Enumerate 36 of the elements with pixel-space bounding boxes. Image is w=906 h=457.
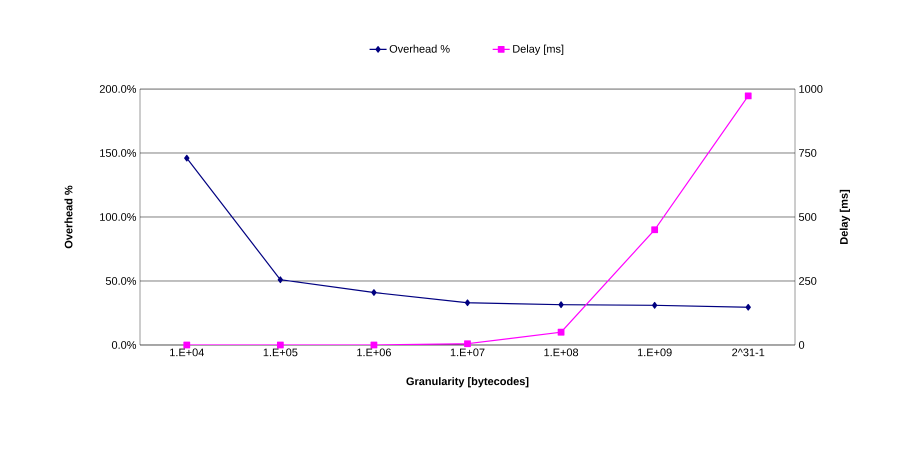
point [558, 328, 564, 336]
y-tick-label: 0.0% [112, 341, 136, 349]
point [183, 342, 190, 348]
y2-tick-label: 500 [798, 213, 816, 221]
legend-label: Delay [ms] [513, 44, 564, 55]
point [464, 299, 470, 306]
y-tick-label: 100.0% [100, 213, 136, 221]
point [652, 302, 658, 309]
x-tick-label: 1.E+07 [450, 348, 484, 356]
point [278, 276, 284, 284]
y2-tick-label: 0 [798, 341, 804, 349]
y-tick-label: 150.0% [100, 149, 136, 157]
y2-tick-label: 750 [799, 149, 816, 157]
y2-axis-title: Delay [ms] [840, 190, 850, 244]
x-tick-label: 1.E+06 [357, 348, 391, 356]
point [276, 342, 284, 348]
point [371, 289, 377, 296]
x-tick-label: 1.E+05 [264, 348, 298, 356]
point [370, 342, 378, 348]
y-axis-title: Overhead % [64, 186, 72, 248]
y2-tick-label: 1000 [799, 85, 822, 93]
point [651, 226, 658, 234]
point [746, 304, 751, 311]
point [184, 154, 190, 162]
y-tick-label: 200.0% [100, 85, 136, 93]
x-tick-label: 1.E+04 [170, 348, 204, 356]
x-axis-title: Granularity [bytecodes] [406, 377, 528, 388]
x-tick-label: 1.E+09 [638, 348, 672, 356]
y-tick-label: 50.0% [106, 277, 136, 285]
legend-label: Overhead % [390, 44, 450, 53]
point [744, 92, 752, 100]
x-tick-label: 1.E+08 [544, 348, 578, 356]
x-tick-label: 2^31-1 [732, 348, 764, 356]
point [558, 301, 564, 308]
y2-tick-label: 250 [799, 277, 816, 285]
point [464, 340, 471, 348]
